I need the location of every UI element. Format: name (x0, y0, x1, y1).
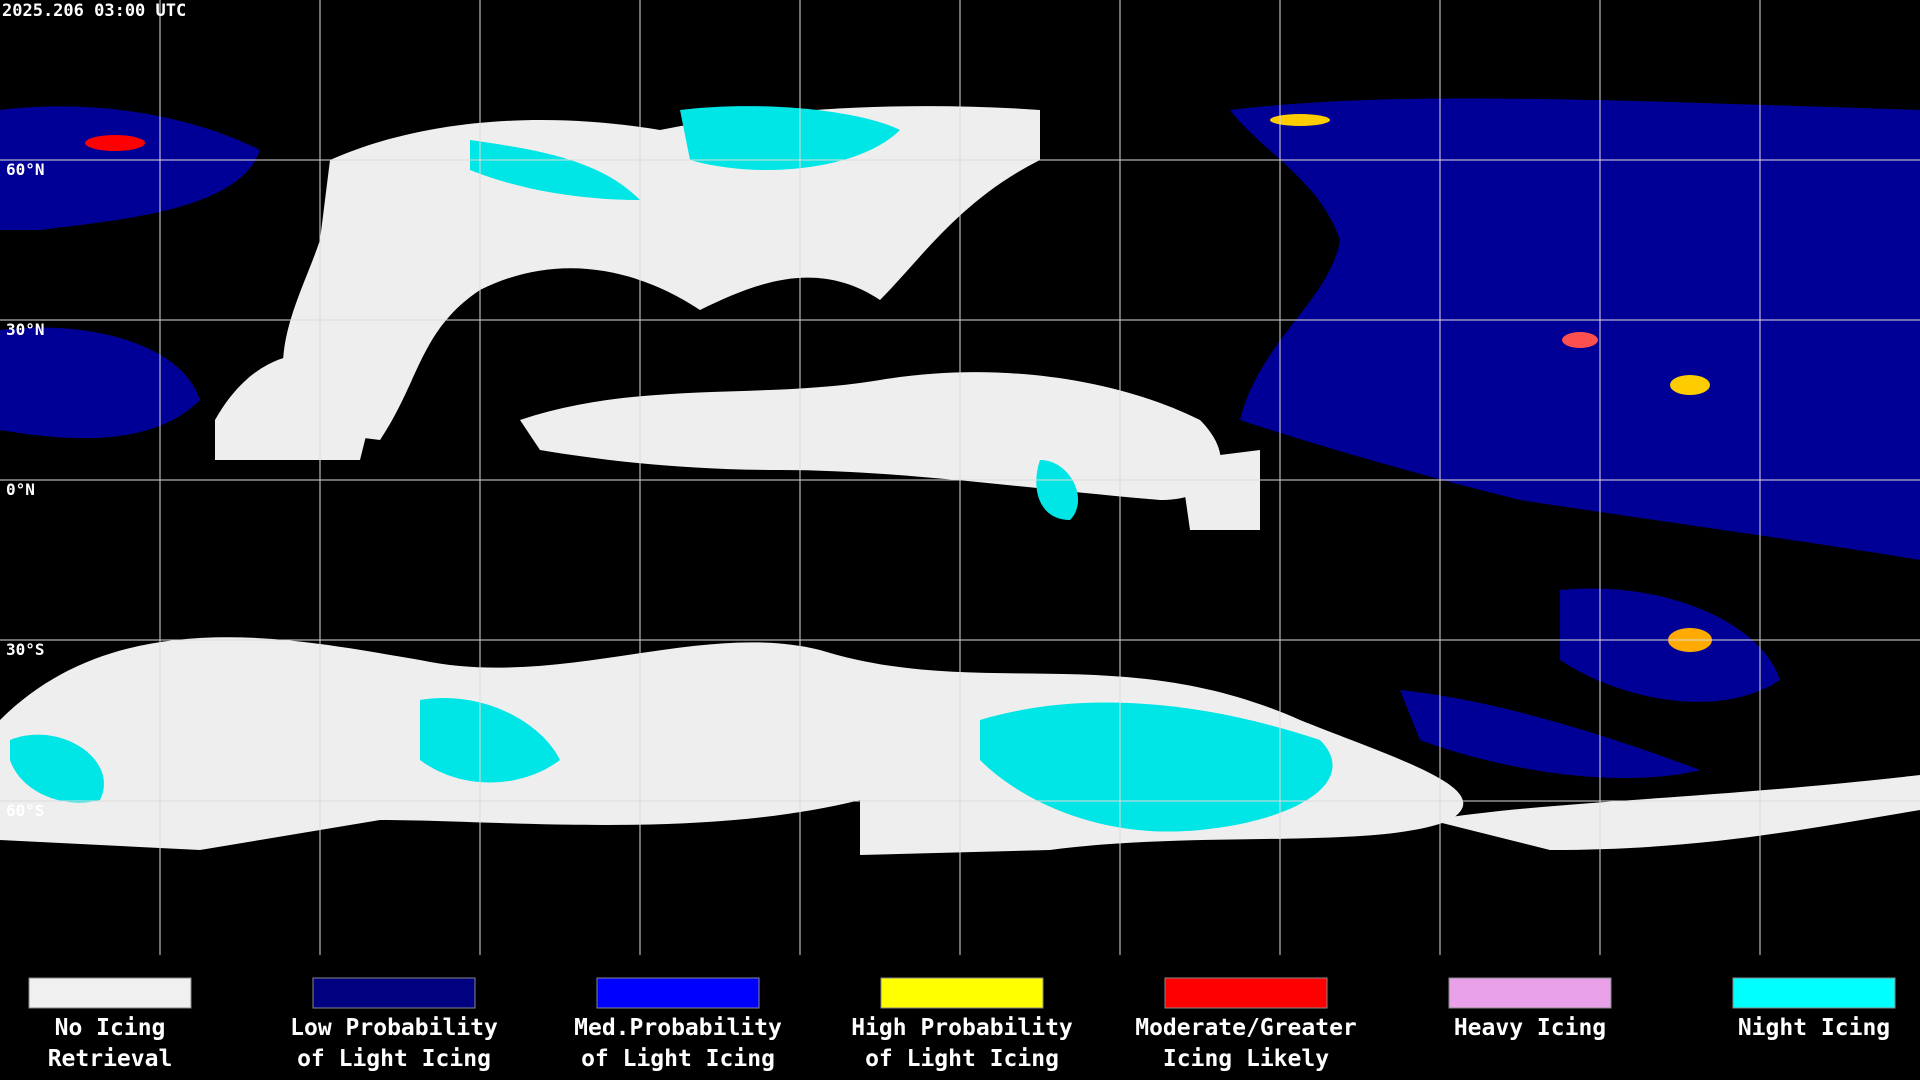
atlantic-night-icing (470, 140, 640, 200)
southern-ocean-icing (1400, 690, 1700, 779)
north-atlantic-cloud (282, 106, 1040, 440)
legend-swatch (880, 977, 1044, 1009)
legend-label: Retrieval (48, 1046, 173, 1072)
asia-moderate (1562, 332, 1598, 348)
indian-ocean-cloud (1180, 450, 1260, 530)
legend-swatch (1732, 977, 1896, 1009)
legend-label: No Icing (55, 1015, 166, 1041)
australia-icing (1560, 588, 1780, 702)
alaska-icing (0, 106, 260, 230)
legend-swatch (312, 977, 476, 1009)
legend: No Icing Retrieval Low Probability of Light… (0, 959, 1920, 1080)
latitude-label: 60°S (6, 801, 45, 820)
east-pacific-cloud (215, 353, 380, 460)
map (0, 0, 1920, 955)
alaska-moderate (85, 135, 145, 151)
legend-label: Icing Likely (1163, 1046, 1329, 1072)
legend-label: Heavy Icing (1454, 1015, 1606, 1041)
legend-label: Moderate/Greater (1135, 1015, 1357, 1041)
asia-icing (1230, 98, 1920, 560)
timestamp: 2025.206 03:00 UTC (2, 1, 186, 21)
west-night-icing (10, 734, 104, 803)
latitude-label: 30°N (6, 320, 45, 339)
legend-label: of Light Icing (865, 1046, 1059, 1072)
latitude-label: 0°N (6, 480, 35, 499)
legend-swatch (1164, 977, 1328, 1009)
asia-high (1670, 375, 1710, 395)
latitude-label: 30°S (6, 640, 45, 659)
night-icing-regions (10, 106, 1333, 832)
legend-label: of Light Icing (297, 1046, 491, 1072)
legend-label: Low Probability (290, 1015, 498, 1041)
legend-label: of Light Icing (581, 1046, 775, 1072)
pacific-icing (0, 327, 200, 439)
legend-label: Med.Probability (574, 1015, 782, 1041)
legend-label: Night Icing (1738, 1015, 1890, 1041)
greenland-night-icing (680, 106, 900, 170)
southern-cloud-band-east (1430, 775, 1920, 850)
legend-swatch (1448, 977, 1612, 1009)
legend-swatch (596, 977, 760, 1009)
graticule (0, 0, 1920, 955)
south-atlantic-night-icing (980, 702, 1333, 832)
legend-swatch (28, 977, 192, 1009)
south-pacific-night-icing (420, 698, 560, 783)
probability-regions (0, 98, 1920, 779)
legend-label: High Probability (851, 1015, 1073, 1041)
africa-night-icing (1036, 460, 1079, 520)
latitude-label: 60°N (6, 160, 45, 179)
latitude-labels: 60°N 30°N 0°N 30°S 60°S (6, 160, 45, 820)
siberia-high (1270, 114, 1330, 126)
